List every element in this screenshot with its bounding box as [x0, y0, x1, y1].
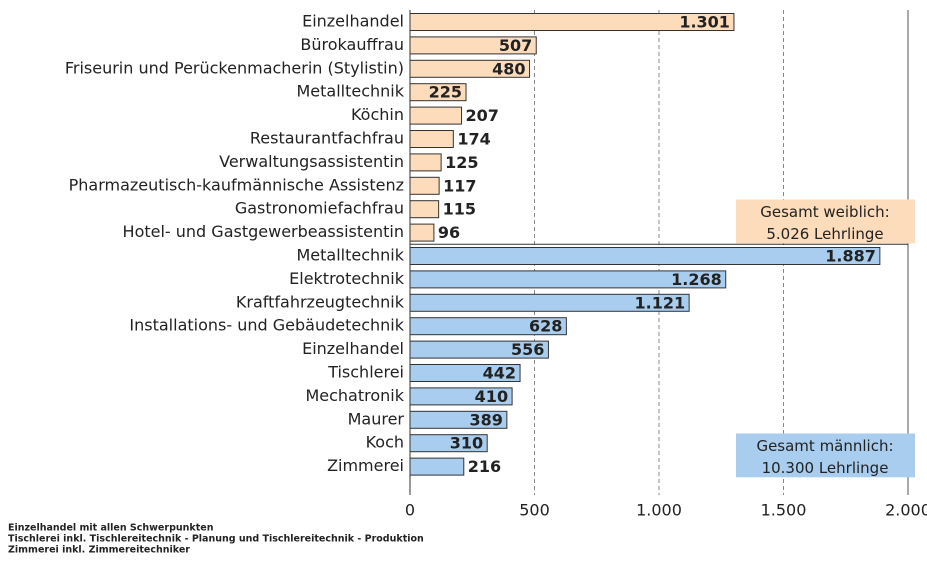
bar [409, 36, 537, 55]
note-text: Gesamt weiblich: [760, 203, 889, 221]
bar [409, 434, 488, 453]
category-label: Restaurantfachfrau [250, 129, 404, 148]
note-text: Gesamt männlich: [756, 437, 893, 455]
bar [409, 364, 521, 382]
bar [409, 130, 454, 148]
bar [409, 317, 567, 336]
category-label: Pharmazeutisch-kaufmännische Assistenz [69, 175, 404, 194]
bar [409, 223, 435, 242]
bar [409, 387, 513, 406]
category-label: Bürokauffrau [300, 35, 404, 54]
category-label: Elektrotechnik [289, 269, 405, 288]
x-tick-label: 1.000 [636, 501, 682, 520]
value-label: 207 [466, 106, 499, 125]
category-label: Metalltechnik [296, 246, 404, 265]
category-label: Verwaltungsassistentin [219, 152, 404, 171]
value-label: 507 [499, 36, 532, 55]
bar [409, 270, 727, 289]
note-box [736, 199, 915, 244]
category-label: Metalltechnik [296, 82, 404, 101]
bar [409, 293, 690, 312]
category-label: Koch [366, 433, 404, 452]
x-tick-label: 0 [405, 501, 415, 520]
x-tick-label: 500 [519, 501, 550, 520]
value-label: 1.268 [671, 270, 722, 289]
value-label: 410 [475, 387, 508, 406]
footnote: Tischlerei inkl. Tischlereitechnik - Pla… [8, 534, 424, 545]
bar [409, 340, 549, 359]
value-label: 556 [511, 340, 544, 359]
x-tick-label: 1.500 [761, 501, 807, 520]
x-tick-label: 2.000 [885, 501, 927, 520]
note-box [736, 433, 915, 478]
value-label: 442 [483, 364, 516, 383]
bar [409, 59, 531, 78]
category-label: Zimmerei [327, 456, 404, 475]
value-label: 174 [457, 130, 490, 149]
category-label: Köchin [351, 105, 404, 124]
category-label: Kraftfahrzeugtechnik [236, 292, 405, 311]
category-label: Gastronomiefachfrau [235, 199, 404, 218]
bar [409, 410, 508, 429]
value-label: 225 [429, 83, 462, 102]
value-label: 389 [469, 410, 502, 429]
value-label: 216 [468, 457, 501, 476]
value-label: 310 [450, 434, 483, 453]
category-label: Hotel- und Gastgewerbeassistentin [123, 222, 404, 241]
category-label: Einzelhandel [302, 12, 404, 31]
value-label: 1.301 [679, 13, 730, 32]
footnote: Zimmerei inkl. Zimmereitechniker [8, 545, 190, 556]
value-label: 96 [438, 223, 460, 242]
category-label: Mechatronik [305, 386, 404, 405]
note-text: 5.026 Lehrlinge [766, 225, 883, 243]
value-label: 480 [492, 59, 525, 78]
value-label: 125 [445, 153, 478, 172]
bar [409, 153, 442, 172]
category-label: Einzelhandel [302, 339, 404, 358]
bar [409, 200, 440, 219]
category-label: Tischlerei [327, 363, 404, 382]
category-label: Installations- und Gebäudetechnik [129, 316, 404, 335]
value-label: 628 [529, 317, 562, 336]
value-label: 1.121 [635, 293, 686, 312]
bar [409, 176, 440, 195]
bar [409, 247, 881, 265]
footnote: Einzelhandel mit allen Schwerpunkten [8, 523, 214, 534]
bar [409, 106, 463, 125]
value-label: 115 [443, 200, 476, 219]
bar [409, 83, 467, 102]
value-label: 1.887 [825, 247, 876, 266]
category-label: Friseurin und Perückenmacherin (Stylisti… [65, 58, 404, 77]
value-label: 117 [443, 176, 476, 195]
category-label: Maurer [348, 409, 405, 428]
bar [409, 457, 465, 476]
bar [409, 13, 735, 31]
note-text: 10.300 Lehrlinge [762, 459, 889, 477]
